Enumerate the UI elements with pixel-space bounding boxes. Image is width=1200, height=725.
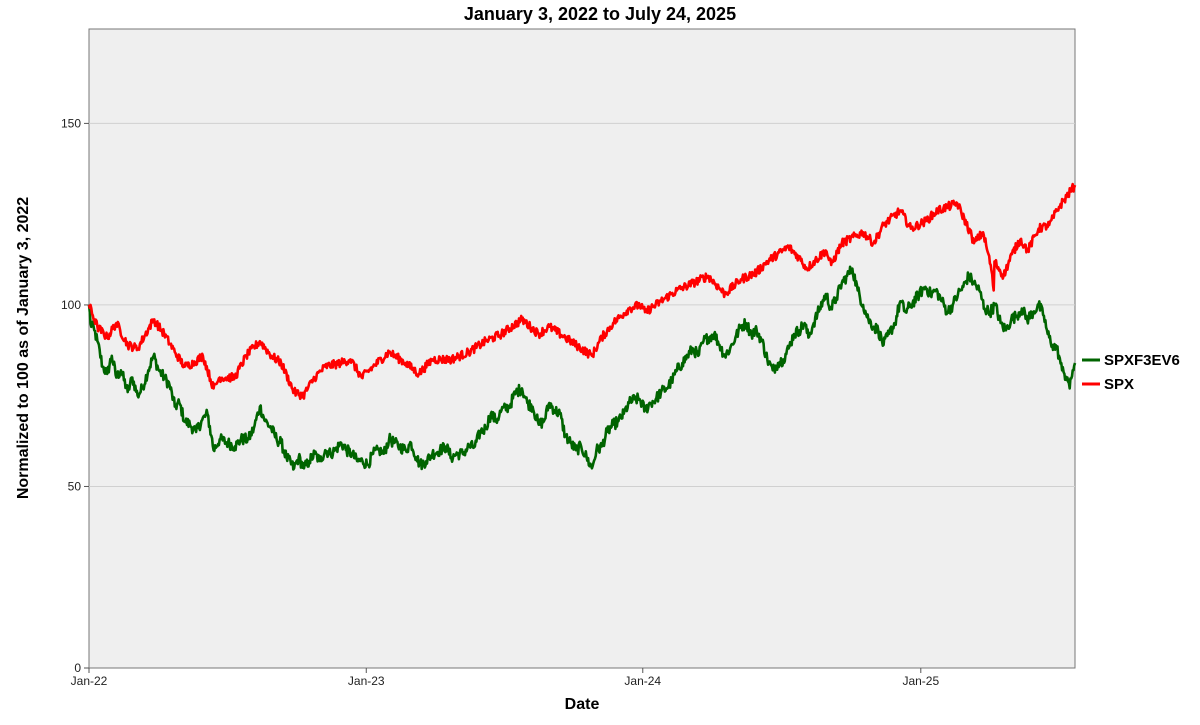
y-tick-label: 100: [61, 298, 81, 312]
x-tick-label: Jan-25: [902, 674, 939, 688]
series-lines: [87, 182, 1077, 471]
x-axis-ticks: Jan-22 Jan-23 Jan-24 Jan-25: [71, 668, 939, 688]
series-line-spxf3ev6: [87, 265, 1077, 471]
y-tick-label: 150: [61, 116, 81, 130]
chart-title: January 3, 2022 to July 24, 2025: [464, 4, 736, 24]
x-tick-label: Jan-22: [71, 674, 108, 688]
y-tick-label: 0: [74, 661, 81, 675]
legend: SPXF3EV6 SPX: [1082, 352, 1180, 393]
x-tick-label: Jan-23: [348, 674, 385, 688]
x-tick-label: Jan-24: [624, 674, 661, 688]
y-tick-label: 50: [68, 479, 82, 493]
y-axis-label: Normalized to 100 as of January 3, 2022: [15, 197, 32, 499]
legend-label: SPX: [1104, 376, 1134, 393]
x-axis-label: Date: [565, 696, 600, 713]
y-axis-ticks: 0 50 100 150: [61, 116, 89, 675]
legend-label: SPXF3EV6: [1104, 352, 1180, 369]
series-line-spx: [87, 182, 1077, 401]
